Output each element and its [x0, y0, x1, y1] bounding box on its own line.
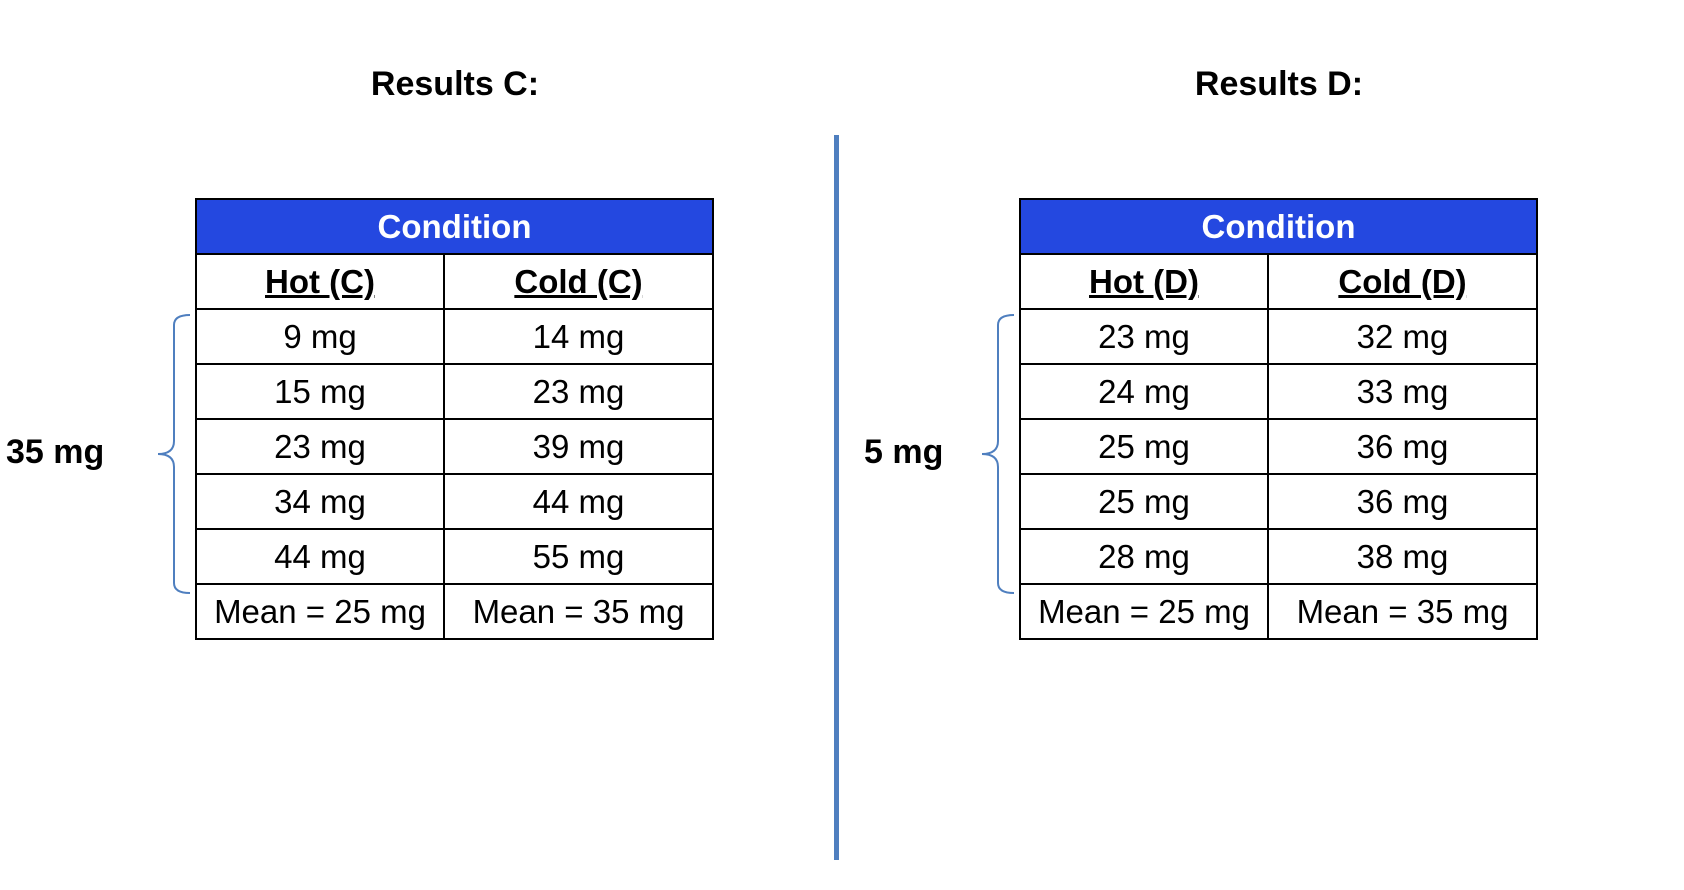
table-cell: 9 mg — [195, 308, 445, 365]
mean-row: Mean = 25 mg Mean = 35 mg — [195, 583, 715, 640]
table-cell: 24 mg — [1019, 363, 1269, 420]
table-row: 25 mg 36 mg — [1019, 473, 1539, 530]
results-c-table: Condition Hot (C) Cold (C) 9 mg 14 mg 15… — [194, 198, 715, 640]
table-row: 15 mg 23 mg — [195, 363, 715, 420]
results-c-range-brace — [157, 314, 191, 594]
table-row: 28 mg 38 mg — [1019, 528, 1539, 585]
table-cell: 25 mg — [1019, 418, 1269, 475]
table-cell: 15 mg — [195, 363, 445, 420]
column-header-hot: Hot (D) — [1019, 253, 1269, 310]
table-cell: 23 mg — [1019, 308, 1269, 365]
mean-cell-hot: Mean = 25 mg — [1019, 583, 1269, 640]
table-cell: 33 mg — [1266, 363, 1539, 420]
table-row: 23 mg 32 mg — [1019, 308, 1539, 365]
column-header-cold: Cold (C) — [442, 253, 715, 310]
results-d-range-brace — [981, 314, 1015, 594]
table-row: 9 mg 14 mg — [195, 308, 715, 365]
table-cell: 44 mg — [195, 528, 445, 585]
condition-header: Condition — [194, 198, 715, 255]
mean-cell-cold: Mean = 35 mg — [1266, 583, 1539, 640]
table-cell: 32 mg — [1266, 308, 1539, 365]
table-row: 24 mg 33 mg — [1019, 363, 1539, 420]
column-header-hot: Hot (C) — [195, 253, 445, 310]
results-d-table: Condition Hot (D) Cold (D) 23 mg 32 mg 2… — [1018, 198, 1539, 640]
mean-row: Mean = 25 mg Mean = 35 mg — [1019, 583, 1539, 640]
table-cell: 14 mg — [442, 308, 715, 365]
table-cell: 44 mg — [442, 473, 715, 530]
table-cell: 23 mg — [195, 418, 445, 475]
results-d-title: Results D: — [1194, 65, 1364, 103]
table-row: 44 mg 55 mg — [195, 528, 715, 585]
table-cell: 34 mg — [195, 473, 445, 530]
table-cell: 55 mg — [442, 528, 715, 585]
table-cell: 38 mg — [1266, 528, 1539, 585]
table-cell: 36 mg — [1266, 418, 1539, 475]
table-row: 23 mg 39 mg — [195, 418, 715, 475]
table-cell: 39 mg — [442, 418, 715, 475]
table-row: 25 mg 36 mg — [1019, 418, 1539, 475]
mean-cell-cold: Mean = 35 mg — [442, 583, 715, 640]
vertical-divider — [834, 135, 839, 860]
table-cell: 23 mg — [442, 363, 715, 420]
results-c-range-label: 35 mg — [6, 433, 105, 471]
table-cell: 25 mg — [1019, 473, 1269, 530]
column-header-cold: Cold (D) — [1266, 253, 1539, 310]
table-cell: 36 mg — [1266, 473, 1539, 530]
table-row: 34 mg 44 mg — [195, 473, 715, 530]
results-d-range-label: 5 mg — [864, 433, 944, 471]
table-cell: 28 mg — [1019, 528, 1269, 585]
mean-cell-hot: Mean = 25 mg — [195, 583, 445, 640]
results-c-title: Results C: — [370, 65, 540, 103]
condition-header: Condition — [1018, 198, 1539, 255]
